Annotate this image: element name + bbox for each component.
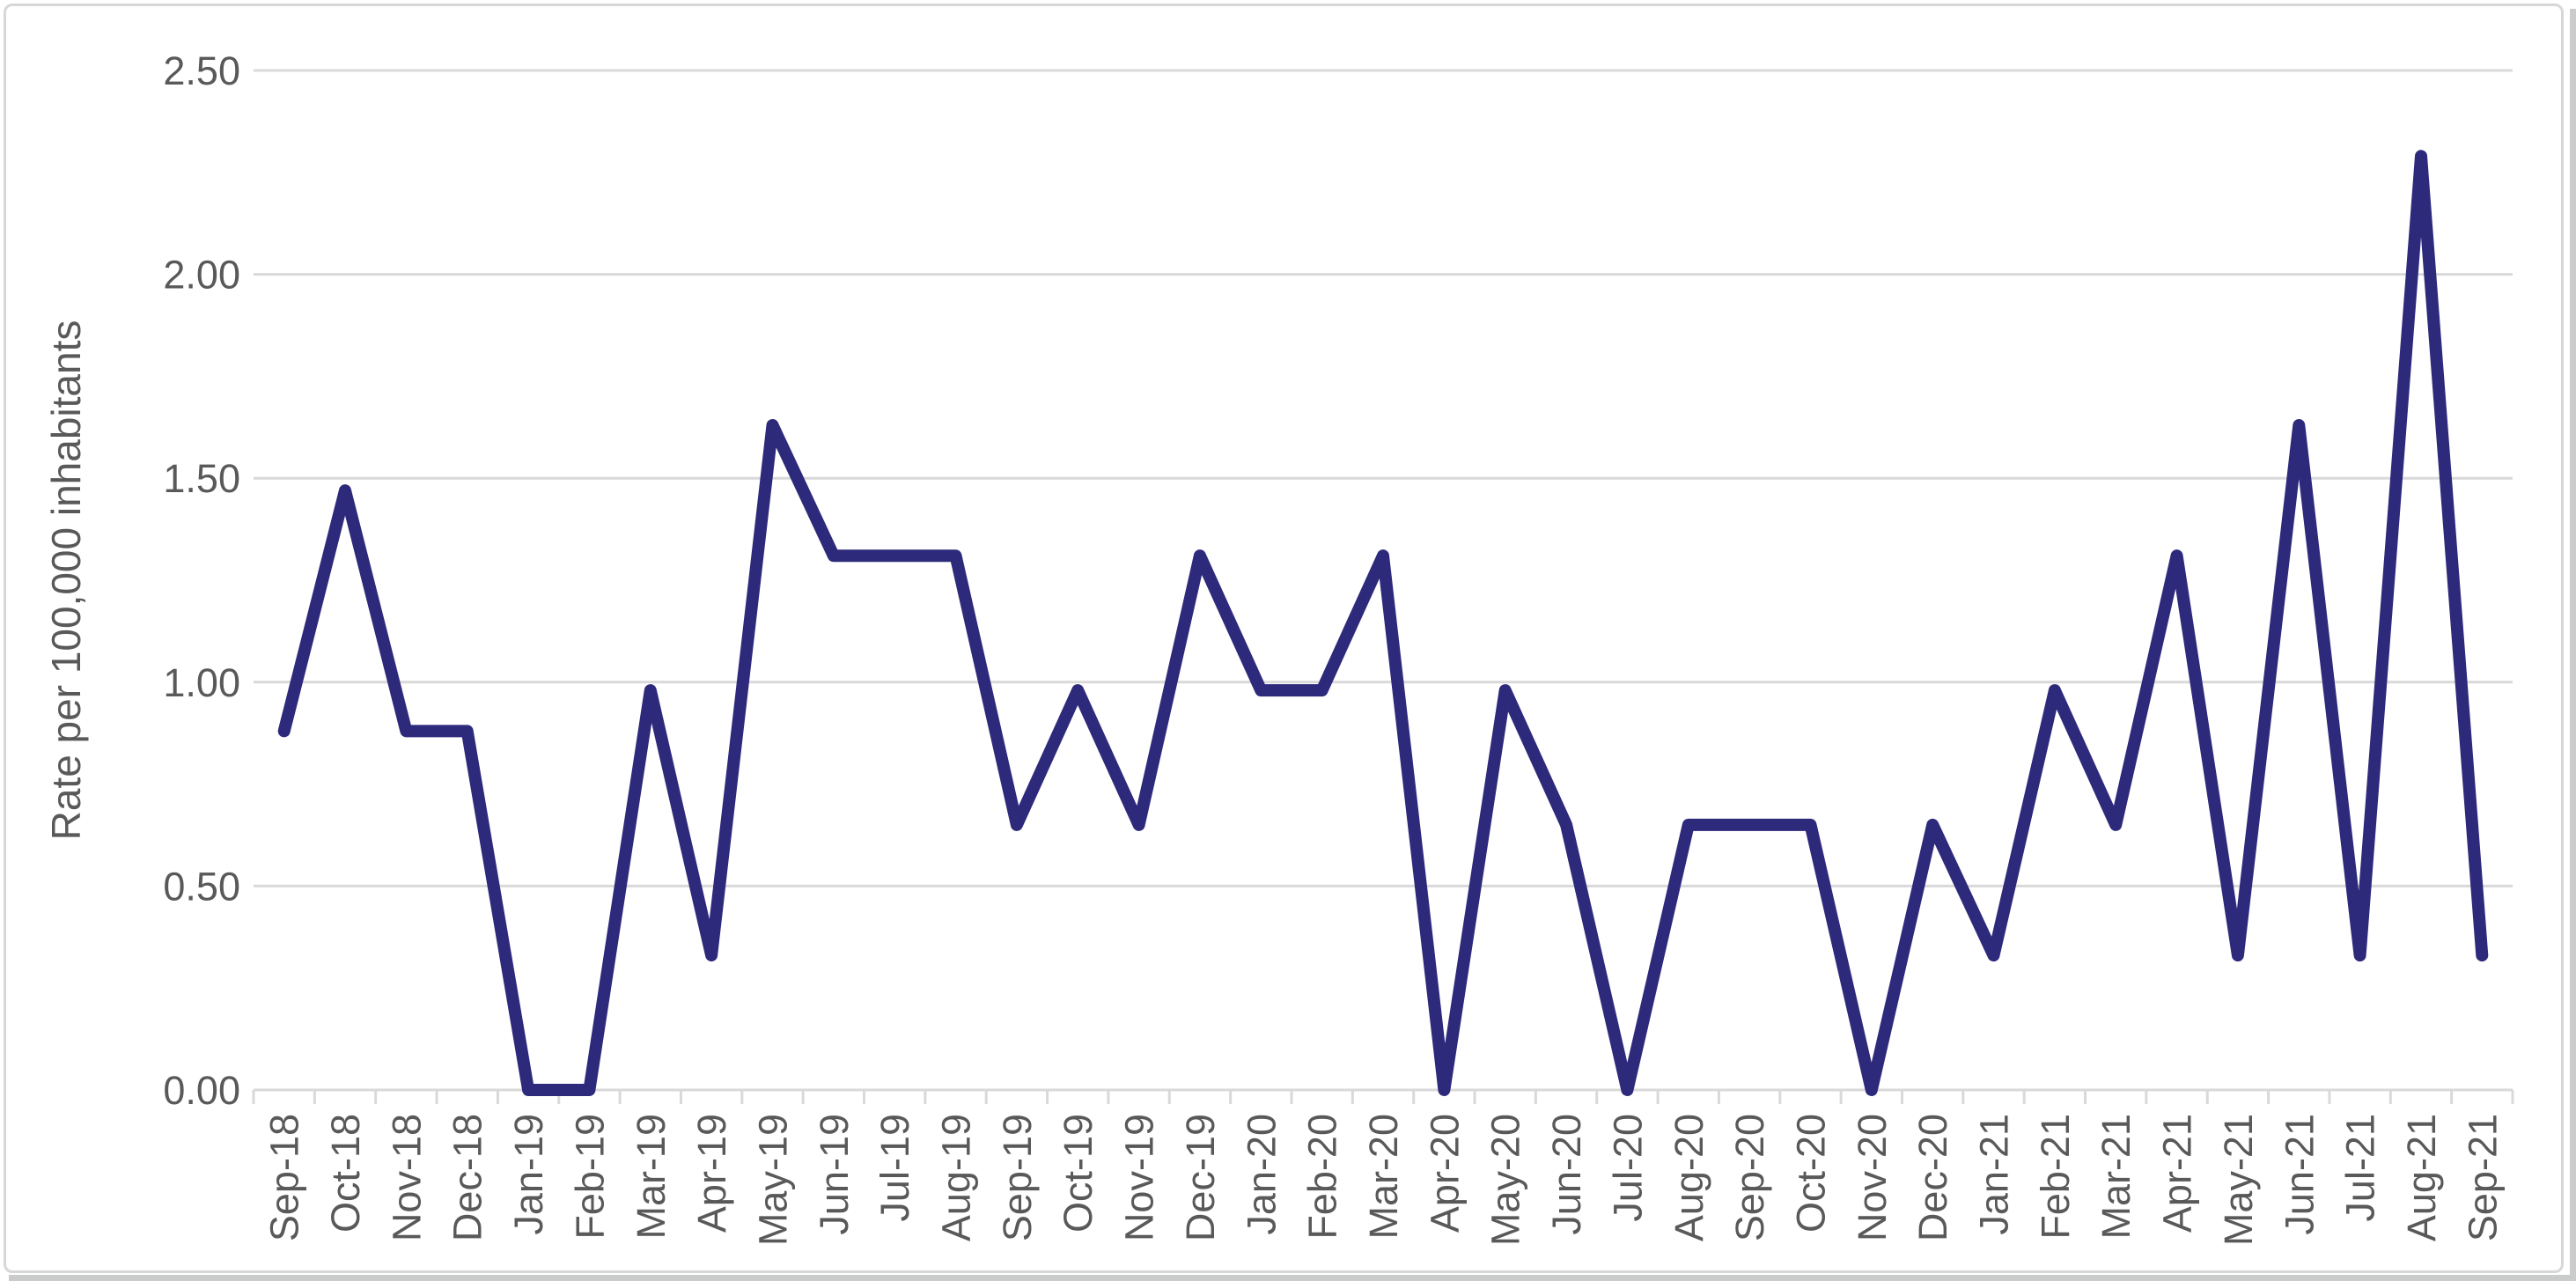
screenshot-bottom-edge — [9, 1275, 2576, 1281]
x-tick-label: Nov-20 — [1850, 1114, 1895, 1241]
screenshot-right-edge — [2570, 9, 2576, 1281]
x-tick-label: Apr-20 — [1422, 1114, 1467, 1233]
x-tick-label: May-20 — [1483, 1114, 1528, 1246]
x-tick-label: Oct-18 — [323, 1114, 368, 1233]
y-tick-label: 2.00 — [163, 253, 240, 298]
chart-frame: 0.00 0.50 1.00 1.50 2.00 2.50 Sep-18 Oct-18 Nov… — [4, 4, 2564, 1273]
x-tick-label: Jul-21 — [2338, 1114, 2383, 1222]
rate-line-chart: 0.00 0.50 1.00 1.50 2.00 2.50 Sep-18 Oct-18 Nov… — [43, 48, 2514, 1246]
x-tick-label: Apr-19 — [689, 1114, 734, 1233]
x-tick-label: Sep-20 — [1727, 1114, 1772, 1241]
x-tick-label: Jun-19 — [812, 1114, 857, 1235]
x-tick-label: Nov-19 — [1117, 1114, 1162, 1241]
x-tick-label: Jun-21 — [2277, 1114, 2322, 1235]
y-tick-label: 1.00 — [163, 660, 240, 705]
x-tick-label: Mar-20 — [1361, 1114, 1406, 1240]
rate-line-series — [277, 150, 2489, 1096]
x-tick-label: Mar-19 — [629, 1114, 673, 1240]
x-tick-label: Jul-20 — [1605, 1114, 1650, 1222]
x-tick-label: Feb-19 — [567, 1114, 612, 1240]
y-tick-label: 2.50 — [163, 48, 240, 93]
x-tick-label: Feb-20 — [1300, 1114, 1345, 1240]
x-tick-label: May-19 — [750, 1114, 795, 1246]
y-axis-tick-labels: 0.00 0.50 1.00 1.50 2.00 2.50 — [163, 48, 240, 1113]
x-axis-tick-labels: Sep-18 Oct-18 Nov-18 Dec-18 Jan-19 Feb-19 Mar-… — [262, 1114, 2506, 1246]
y-axis-title: Rate per 100,000 inhabitants — [43, 320, 89, 841]
y-tick-label: 0.00 — [163, 1068, 240, 1113]
x-tick-label: Dec-20 — [1910, 1114, 1955, 1241]
x-tick-label: Sep-18 — [262, 1114, 307, 1241]
x-tick-label: Jun-20 — [1544, 1114, 1589, 1235]
x-tick-label: Aug-19 — [934, 1114, 979, 1241]
x-tick-label: Sep-19 — [995, 1114, 1040, 1241]
x-tick-label: Aug-21 — [2399, 1114, 2444, 1241]
y-tick-label: 1.50 — [163, 456, 240, 501]
x-tick-label: May-21 — [2216, 1114, 2261, 1246]
x-tick-label: Jul-19 — [872, 1114, 917, 1222]
y-tick-label: 0.50 — [163, 864, 240, 909]
x-axis — [252, 1088, 2514, 1104]
x-tick-label: Jan-21 — [1972, 1114, 2017, 1235]
x-tick-label: Dec-18 — [445, 1114, 490, 1241]
x-tick-label: Oct-19 — [1056, 1114, 1100, 1233]
x-tick-label: Mar-21 — [2094, 1114, 2138, 1240]
x-tick-label: Nov-18 — [384, 1114, 429, 1241]
x-tick-label: Oct-20 — [1788, 1114, 1833, 1233]
x-tick-label: Aug-20 — [1667, 1114, 1711, 1241]
x-tick-label: Jan-19 — [506, 1114, 551, 1235]
x-tick-label: Jan-20 — [1239, 1114, 1284, 1235]
x-tick-label: Dec-19 — [1178, 1114, 1223, 1241]
x-tick-label: Feb-21 — [2033, 1114, 2078, 1240]
x-tick-label: Apr-21 — [2155, 1114, 2200, 1233]
x-tick-label: Sep-21 — [2460, 1114, 2505, 1241]
